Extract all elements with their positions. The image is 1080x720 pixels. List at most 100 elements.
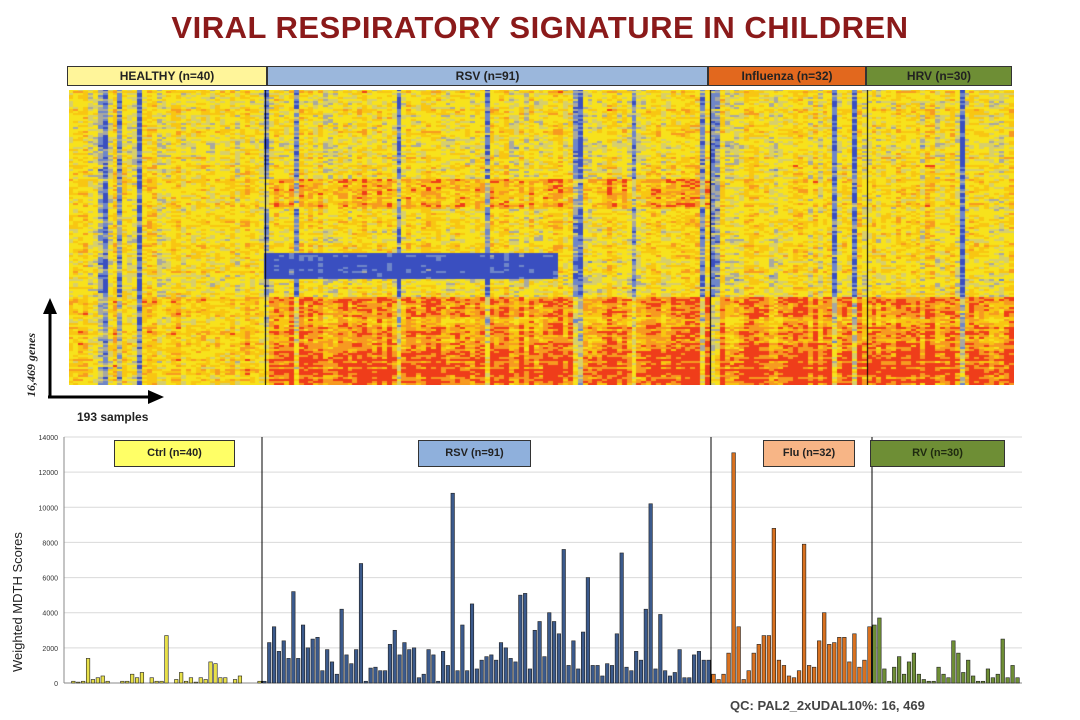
bar [237,675,243,684]
bar [537,621,542,684]
bar [397,654,402,684]
bar [154,680,159,684]
group-bar-rsv: RSV (n=91) [267,66,708,86]
bar [120,680,125,684]
bar [857,666,862,684]
y-tick-label: 2000 [42,646,58,653]
bar [329,661,335,684]
bar [911,652,917,684]
page-title: VIRAL RESPIRATORY SIGNATURE IN CHILDREN [171,10,909,45]
legend-rv: RV (n=30) [870,440,1005,467]
bar [556,633,561,684]
bar [498,642,504,684]
bar [761,635,766,684]
bar [392,629,397,684]
bar [232,679,238,684]
bar [349,663,354,684]
bar [272,626,277,684]
bar [576,668,581,684]
bar [590,665,595,684]
bar [130,673,135,684]
bar [373,666,378,684]
legend-rsv: RSV (n=91) [418,440,531,467]
bar [203,679,208,684]
bar [847,661,852,684]
bar [706,659,711,684]
bar [711,673,716,684]
bar [552,621,557,684]
bar [796,670,802,684]
bar [936,666,941,684]
bar [980,680,986,684]
bar [291,591,296,684]
bar [634,651,639,684]
bar [561,549,566,684]
bar [421,673,426,684]
bar [100,675,105,684]
bar [852,633,857,684]
bar [95,677,100,684]
bar [677,649,682,684]
y-tick-label: 12000 [39,470,59,477]
heatmap-axis-arrows [43,298,164,404]
bar [267,642,272,684]
bar [946,677,951,684]
bar [174,679,179,684]
bar [1000,638,1005,684]
bar [995,673,1000,684]
bar [193,681,198,684]
bar [198,677,203,684]
bar [766,635,771,684]
bar [213,663,218,684]
bar [416,677,421,684]
bar [479,659,484,684]
bar [76,681,81,684]
bar [85,658,91,684]
bar [692,654,697,684]
bar [547,612,552,684]
bar [901,673,907,684]
bar [344,654,349,684]
bar [407,649,412,684]
bar [1010,665,1015,684]
bar [605,663,610,684]
bar [619,552,624,684]
bar [139,672,145,684]
bar [643,608,648,684]
bar [629,670,634,684]
bar [726,652,731,684]
y-tick-label: 10000 [39,505,59,512]
bar [368,667,373,684]
bar [276,651,281,684]
bar [445,665,450,684]
bar [746,670,751,684]
bar [358,563,364,684]
bar [402,642,407,684]
x-arrow-head [148,390,164,404]
bar [334,673,339,684]
bar [305,647,310,684]
bar [105,680,110,684]
bar [296,658,301,684]
bar [961,672,966,684]
genes-axis-label: 16,469 genes [24,333,38,397]
bar [648,503,653,684]
bar [751,652,756,684]
bar [412,647,417,684]
y-tick-label: 14000 [39,435,59,442]
bar [781,665,787,684]
bar [731,452,736,684]
bar [786,675,792,684]
bar [465,670,470,684]
bar [672,672,677,684]
bar [218,677,223,684]
bar [484,656,489,684]
bar [585,577,590,684]
bar [378,670,383,684]
bar [827,644,832,684]
bar [951,640,956,684]
bar [862,659,867,684]
bar [926,680,931,684]
bar [179,672,184,684]
bar [882,668,887,684]
